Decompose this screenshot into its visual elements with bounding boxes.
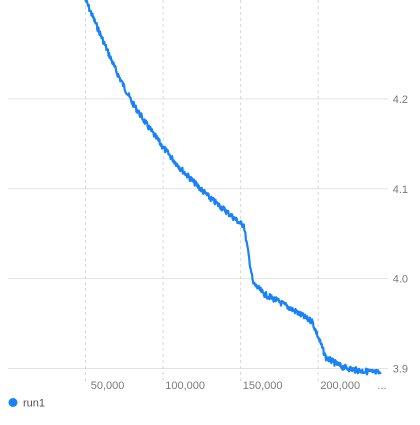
series-point-run1 <box>177 165 180 168</box>
x-tick-label: 100,000 <box>165 380 205 392</box>
series-point-run1 <box>99 34 103 38</box>
series-layer <box>84 0 382 376</box>
y-tick-label: 3.9 <box>393 364 408 376</box>
series-line-run1 <box>84 0 381 376</box>
series-point-run1 <box>242 223 245 226</box>
series-point-run1 <box>278 300 281 304</box>
x-tick-label: 150,000 <box>243 380 283 392</box>
series-point-run1 <box>192 181 196 184</box>
x-tick-label-overflow: ... <box>377 380 386 392</box>
series-point-run1 <box>251 281 255 285</box>
series-point-run1 <box>223 209 227 212</box>
series-point-run1 <box>355 369 359 372</box>
y-tick-label: 4.0 <box>393 274 408 286</box>
legend-marker-run1 <box>8 398 18 407</box>
series-point-run1 <box>371 370 374 374</box>
series-point-run1 <box>115 70 118 74</box>
series-point-run1 <box>340 365 343 368</box>
series-point-run1 <box>293 309 297 313</box>
x-tick-label: 200,000 <box>320 380 360 392</box>
y-tick-label: 4.1 <box>393 184 408 196</box>
series-point-run1 <box>379 371 382 375</box>
x-tick-label: 50,000 <box>91 380 125 392</box>
legend[interactable]: run1 <box>8 398 46 410</box>
series-point-run1 <box>146 124 149 128</box>
series-point-run1 <box>161 146 165 149</box>
series-point-run1 <box>262 292 266 296</box>
axis-layer: 3.9 4.0 4.1 4.2 50,000 100,000 150,000 200,000.… <box>91 94 408 392</box>
series-point-run1 <box>208 196 211 199</box>
series-point-run1 <box>324 356 328 359</box>
grid-layer <box>8 0 388 382</box>
y-tick-label: 4.2 <box>393 94 408 106</box>
legend-label-run1: run1 <box>23 398 45 410</box>
series-point-run1 <box>130 101 134 104</box>
series-point-run1 <box>84 0 87 2</box>
series-point-run1 <box>239 222 242 226</box>
series-point-run1 <box>306 317 309 321</box>
series-point-run1 <box>310 319 314 323</box>
